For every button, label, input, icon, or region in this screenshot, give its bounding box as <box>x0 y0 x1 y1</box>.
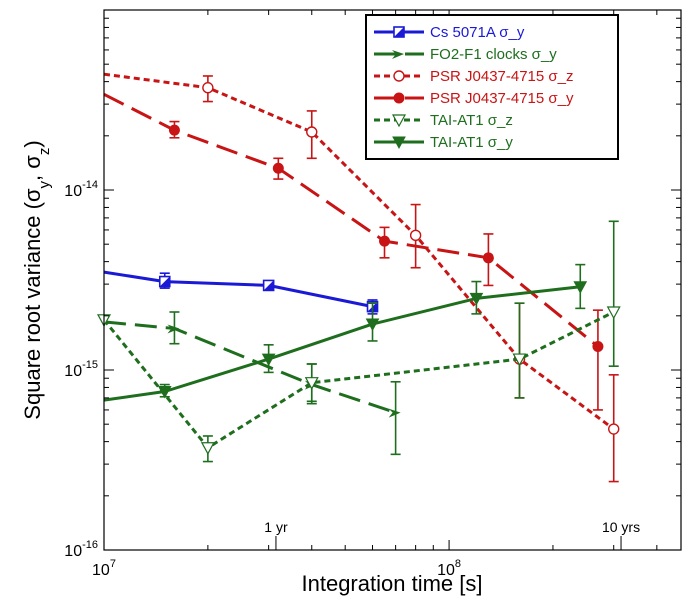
marker-half-square-fill <box>394 27 404 37</box>
legend-label: FO2-F1 clocks σ_y <box>430 46 557 63</box>
marker-half-square-fill <box>159 276 170 287</box>
marker-open-circle <box>608 423 620 435</box>
series-0 <box>103 270 379 315</box>
marker-filled-circle <box>168 124 180 136</box>
marker-arrow <box>392 50 404 59</box>
legend-label: Cs 5071A σ_y <box>430 24 525 41</box>
marker-open-circle <box>306 126 318 138</box>
series-3 <box>103 92 604 411</box>
marker-half-square-fill <box>263 280 274 291</box>
marker-arrow <box>388 408 401 418</box>
x-tick-label: 108 <box>437 558 461 579</box>
x-tick-label: 107 <box>92 558 116 579</box>
y-tick-label: 10-14 <box>64 179 98 200</box>
marker-open-circle <box>393 70 405 82</box>
legend-label: PSR J0437-4715 σ_z <box>430 68 574 85</box>
y-tick-label: 10-16 <box>64 539 98 560</box>
series-5 <box>103 263 588 402</box>
series-4 <box>96 220 621 463</box>
series-line <box>103 92 599 348</box>
legend-label: TAI-AT1 σ_y <box>430 134 513 151</box>
series-line <box>103 320 397 415</box>
marker-filled-triangle <box>392 136 406 150</box>
axes-layer: 107 108 10-16 10-15 10-14 1 yr 10 yrs <box>64 9 681 579</box>
marker-filled-circle <box>482 252 494 264</box>
y-axis-label: Square root variance (σy, σz) <box>20 140 53 419</box>
legend-label: PSR J0437-4715 σ_y <box>430 90 574 107</box>
marker-arrow <box>167 324 180 334</box>
marker-filled-triangle <box>365 318 380 332</box>
marker-filled-triangle <box>261 353 276 367</box>
legend-box <box>365 14 619 160</box>
marker-filled-circle <box>393 92 405 104</box>
marker-filled-triangle <box>573 281 588 294</box>
marker-filled-triangle <box>157 385 172 399</box>
series-layer <box>96 72 621 483</box>
marker-open-triangle <box>304 377 319 390</box>
marker-open-triangle <box>606 306 621 320</box>
series-2 <box>103 72 620 483</box>
marker-open-circle <box>202 82 214 94</box>
marker-open-circle <box>409 229 422 242</box>
marker-filled-triangle <box>469 292 484 306</box>
marker-open-triangle <box>200 442 215 455</box>
marker-filled-circle <box>592 341 604 353</box>
annotation-label: 10 yrs <box>602 519 640 535</box>
series-line <box>103 72 615 431</box>
x-axis-label: Integration time [s] <box>302 571 483 596</box>
y-tick-label: 10-15 <box>64 359 98 380</box>
marker-filled-circle <box>272 162 284 174</box>
marker-open-triangle <box>512 353 527 367</box>
annotation-label: 1 yr <box>264 519 288 535</box>
legend: Cs 5071A σ_y FO2-F1 clocks σ_y PSR J0437-4… <box>365 14 619 160</box>
series-line <box>103 285 581 402</box>
plot-frame <box>103 9 682 551</box>
series-1 <box>103 311 401 456</box>
marker-open-triangle <box>391 114 407 128</box>
legend-label: TAI-AT1 σ_z <box>430 112 513 129</box>
marker-filled-circle <box>379 235 391 247</box>
series-line <box>103 270 373 309</box>
series-line <box>102 310 615 450</box>
